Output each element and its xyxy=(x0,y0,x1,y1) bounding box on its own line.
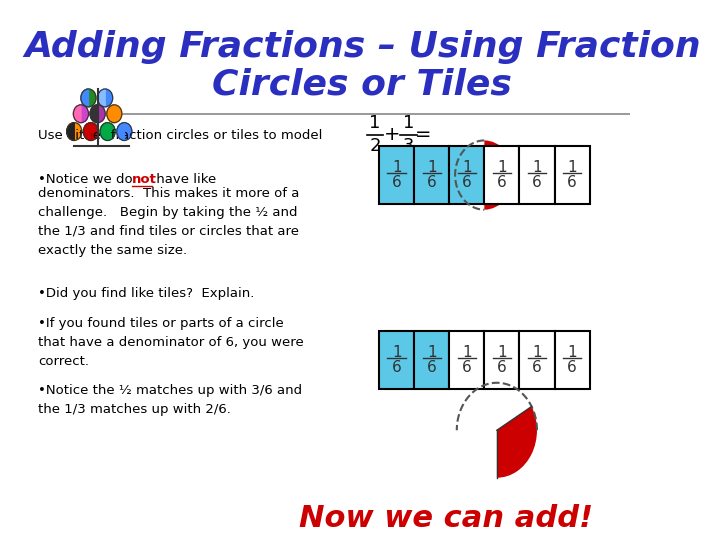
Text: Circles or Tiles: Circles or Tiles xyxy=(212,68,513,102)
FancyBboxPatch shape xyxy=(485,332,519,389)
Text: 6: 6 xyxy=(532,176,542,191)
Text: 1: 1 xyxy=(497,345,507,360)
Text: Adding Fractions – Using Fraction: Adding Fractions – Using Fraction xyxy=(24,30,701,64)
Text: 1: 1 xyxy=(402,113,414,132)
Text: +: + xyxy=(383,125,400,144)
Text: 1: 1 xyxy=(392,160,402,174)
Text: Now we can add!: Now we can add! xyxy=(299,504,593,534)
Text: 1: 1 xyxy=(427,345,436,360)
FancyBboxPatch shape xyxy=(414,332,449,389)
Text: •Notice the ½ matches up with 3/6 and
the 1/3 matches up with 2/6.: •Notice the ½ matches up with 3/6 and th… xyxy=(38,384,302,416)
Circle shape xyxy=(98,89,112,107)
Text: 6: 6 xyxy=(392,360,402,375)
Wedge shape xyxy=(107,105,114,123)
Wedge shape xyxy=(90,105,98,123)
Text: 6: 6 xyxy=(462,176,472,191)
FancyBboxPatch shape xyxy=(449,146,485,204)
Circle shape xyxy=(100,123,115,140)
FancyBboxPatch shape xyxy=(519,332,554,389)
Circle shape xyxy=(90,105,105,123)
Text: 6: 6 xyxy=(427,176,436,191)
Circle shape xyxy=(73,105,89,123)
Wedge shape xyxy=(100,123,108,140)
FancyBboxPatch shape xyxy=(379,332,414,389)
FancyBboxPatch shape xyxy=(554,332,590,389)
Text: have like: have like xyxy=(152,173,216,186)
Text: 6: 6 xyxy=(497,176,507,191)
Text: 1: 1 xyxy=(462,345,472,360)
Circle shape xyxy=(117,123,132,140)
FancyBboxPatch shape xyxy=(485,146,519,204)
Wedge shape xyxy=(73,105,81,123)
FancyBboxPatch shape xyxy=(554,146,590,204)
Circle shape xyxy=(107,105,122,123)
Text: 1: 1 xyxy=(532,160,541,174)
FancyBboxPatch shape xyxy=(414,146,449,204)
FancyBboxPatch shape xyxy=(449,332,485,389)
Text: 2: 2 xyxy=(369,138,381,156)
Wedge shape xyxy=(485,140,513,210)
Text: 1: 1 xyxy=(369,113,381,132)
Text: 6: 6 xyxy=(462,360,472,375)
Text: not: not xyxy=(132,173,157,186)
Wedge shape xyxy=(117,123,125,140)
Wedge shape xyxy=(67,123,74,140)
Text: denominators.  This makes it more of a
challenge.   Begin by taking the ½ and
th: denominators. This makes it more of a ch… xyxy=(38,187,300,257)
Text: 1: 1 xyxy=(532,345,541,360)
Text: =: = xyxy=(415,125,431,144)
Text: •Did you find like tiles?  Explain.: •Did you find like tiles? Explain. xyxy=(38,287,255,300)
Text: 6: 6 xyxy=(392,176,402,191)
Text: 6: 6 xyxy=(497,360,507,375)
Circle shape xyxy=(67,123,82,140)
Wedge shape xyxy=(497,407,537,478)
Text: 1: 1 xyxy=(567,345,577,360)
Text: 6: 6 xyxy=(567,360,577,375)
Circle shape xyxy=(84,123,99,140)
Text: 1: 1 xyxy=(497,160,507,174)
Text: 3: 3 xyxy=(402,138,414,156)
Text: Use either fraction circles or tiles to model: Use either fraction circles or tiles to … xyxy=(38,129,323,141)
Text: •Notice we do: •Notice we do xyxy=(38,173,138,186)
Wedge shape xyxy=(98,89,105,107)
FancyBboxPatch shape xyxy=(379,146,414,204)
Text: 6: 6 xyxy=(567,176,577,191)
Text: 1: 1 xyxy=(462,160,472,174)
Text: 1: 1 xyxy=(392,345,402,360)
Text: 1: 1 xyxy=(427,160,436,174)
Text: 1: 1 xyxy=(567,160,577,174)
Text: 6: 6 xyxy=(427,360,436,375)
Text: •If you found tiles or parts of a circle
that have a denominator of 6, you were
: •If you found tiles or parts of a circle… xyxy=(38,316,304,368)
Text: 6: 6 xyxy=(532,360,542,375)
Circle shape xyxy=(81,89,96,107)
Wedge shape xyxy=(84,123,91,140)
Wedge shape xyxy=(81,89,89,107)
FancyBboxPatch shape xyxy=(519,146,554,204)
